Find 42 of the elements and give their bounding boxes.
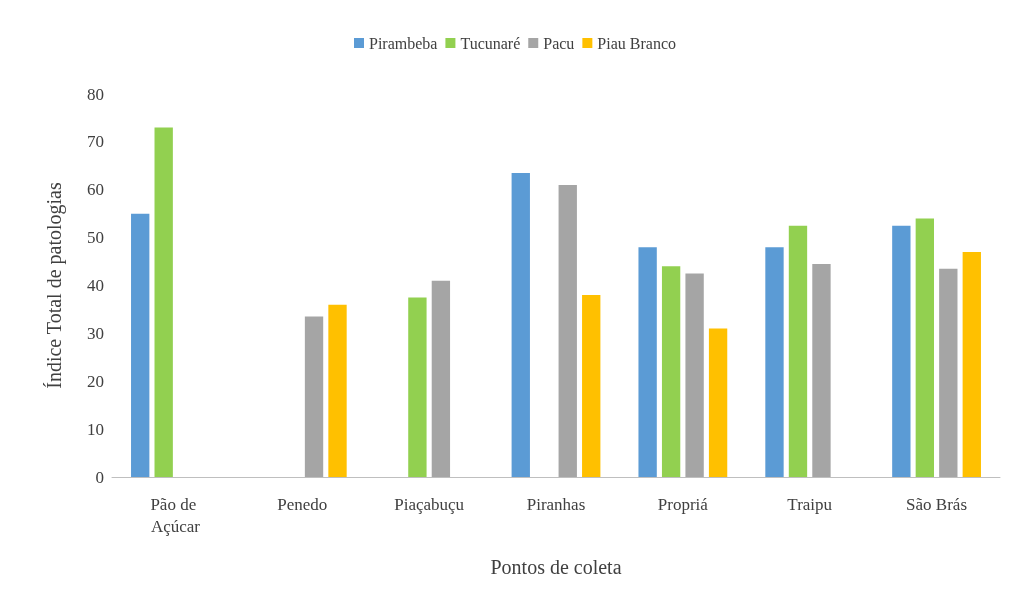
y-tick-label: 80 xyxy=(87,84,104,104)
bar xyxy=(558,184,577,477)
bar xyxy=(892,225,911,477)
x-tick-label: Pão de Açúcar xyxy=(150,494,201,536)
legend-label: Pacu xyxy=(543,34,575,52)
bar xyxy=(154,127,173,477)
y-tick-label: 50 xyxy=(87,228,104,248)
bar xyxy=(328,304,347,477)
x-tick-label: Propriá xyxy=(657,494,709,514)
bar xyxy=(638,247,657,477)
bar xyxy=(408,297,427,477)
bar xyxy=(708,328,728,477)
y-tick-label: 20 xyxy=(87,371,104,391)
bar xyxy=(661,266,681,477)
y-axis-title: Índice Total de patologias xyxy=(43,182,66,389)
bar xyxy=(131,213,150,477)
x-tick-label: Penedo xyxy=(277,494,328,514)
legend-label: Tucunaré xyxy=(460,34,521,52)
bar xyxy=(431,280,451,477)
bar xyxy=(939,268,958,477)
y-tick-label: 30 xyxy=(87,323,104,343)
bar xyxy=(582,295,601,477)
y-tick-label: 70 xyxy=(87,132,104,152)
y-tick-label: 10 xyxy=(87,419,104,439)
bar xyxy=(765,247,784,477)
bar xyxy=(915,218,934,477)
bar xyxy=(962,251,981,477)
x-tick-label: Traipu xyxy=(787,494,833,514)
bar xyxy=(685,273,704,477)
y-tick-label: 40 xyxy=(87,276,104,295)
bar xyxy=(812,263,831,477)
legend-label: Piau Branco xyxy=(597,34,677,52)
legend-label: Pirambeba xyxy=(368,34,438,52)
bar xyxy=(788,225,808,477)
x-axis-title: Pontos de coleta xyxy=(490,556,622,578)
x-tick-label: Piaçabuçu xyxy=(394,494,465,514)
x-tick-label: Piranhas xyxy=(526,494,586,514)
y-tick-label: 0 xyxy=(95,467,104,487)
bar xyxy=(511,172,530,477)
x-tick-label: São Brás xyxy=(906,494,968,514)
bar xyxy=(304,316,324,477)
y-tick-label: 60 xyxy=(87,180,104,200)
